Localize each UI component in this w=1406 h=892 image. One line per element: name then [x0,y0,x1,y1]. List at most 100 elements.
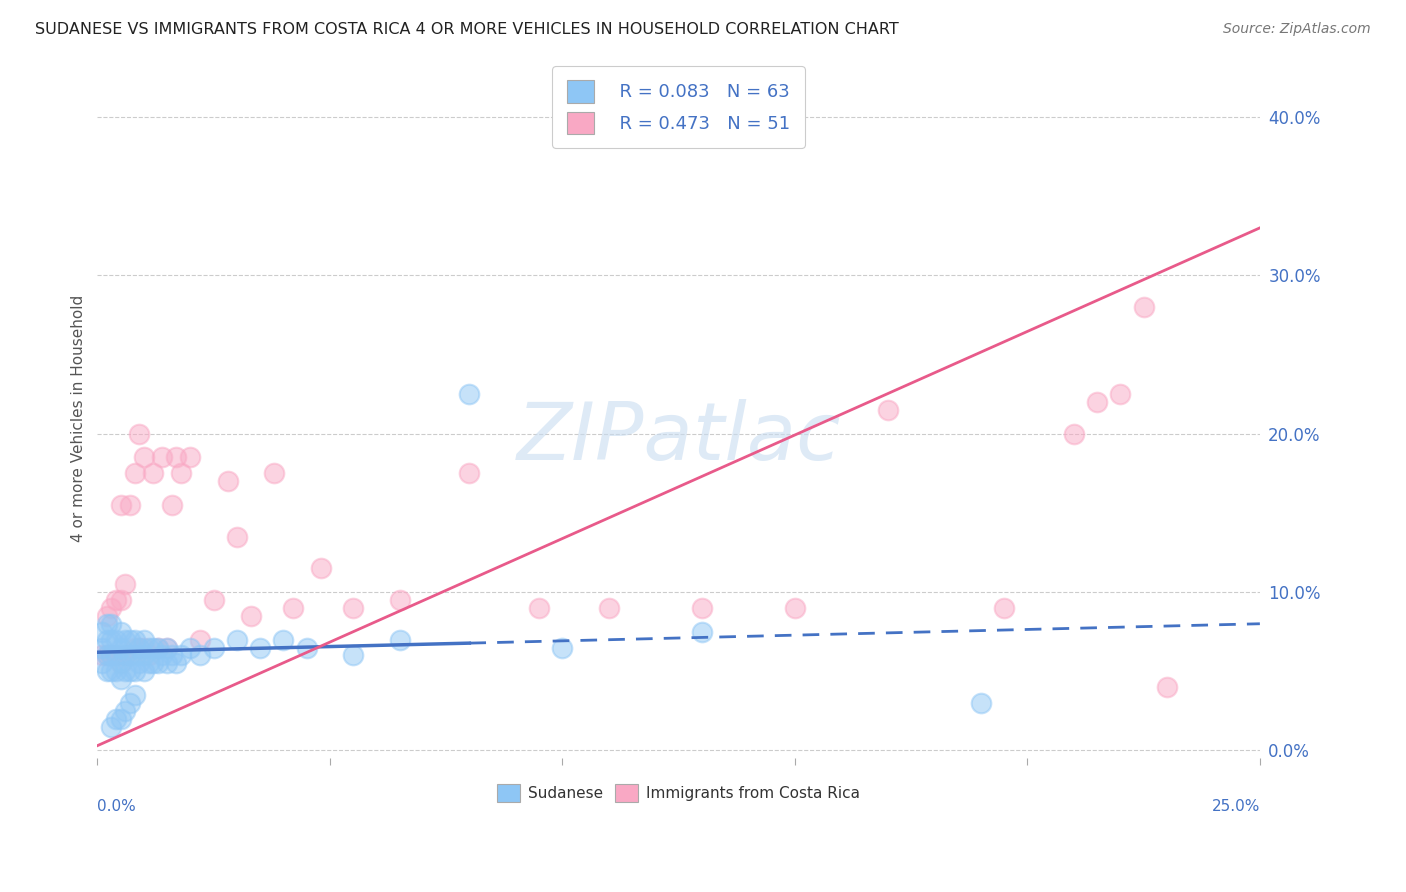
Point [142,640,165,655]
Point [146,640,169,655]
Point [96,648,118,663]
Point [458,467,481,481]
Point [458,387,481,401]
Point [551,640,574,655]
Point [124,648,146,663]
Point [165,657,187,671]
Point [527,601,550,615]
Point [114,577,136,591]
Point [239,608,262,623]
Point [118,648,141,663]
Point [96,608,118,623]
Point [388,593,411,607]
Point [138,657,160,671]
Text: 0.0%: 0.0% [97,799,136,814]
Point [1109,387,1132,401]
Point [188,648,211,663]
Point [690,601,713,615]
Point [118,696,141,710]
Point [132,450,155,465]
Point [114,632,136,647]
Text: Source: ZipAtlas.com: Source: ZipAtlas.com [1223,22,1371,37]
Point [281,601,304,615]
Point [110,712,132,726]
Point [128,657,150,671]
Point [96,616,118,631]
Point [104,648,127,663]
Point [179,640,201,655]
Point [110,657,132,671]
Point [970,696,993,710]
Point [91,640,114,655]
Text: 25.0%: 25.0% [1212,799,1260,814]
Point [110,593,132,607]
Point [295,640,318,655]
Point [217,475,239,489]
Y-axis label: 4 or more Vehicles in Household: 4 or more Vehicles in Household [72,294,86,541]
Point [1132,300,1154,314]
Point [114,648,136,663]
Point [783,601,806,615]
Point [91,648,114,663]
Point [132,632,155,647]
Point [179,450,201,465]
Point [100,720,122,734]
Point [110,498,132,512]
Point [100,632,122,647]
Point [225,632,247,647]
Point [91,624,114,639]
Point [249,640,271,655]
Point [96,648,118,663]
Point [110,640,132,655]
Point [142,657,165,671]
Point [124,632,146,647]
Point [100,648,122,663]
Point [225,530,247,544]
Point [138,640,160,655]
Point [138,648,160,663]
Text: SUDANESE VS IMMIGRANTS FROM COSTA RICA 4 OR MORE VEHICLES IN HOUSEHOLD CORRELATI: SUDANESE VS IMMIGRANTS FROM COSTA RICA 4… [35,22,898,37]
Point [104,648,127,663]
Point [110,672,132,686]
Point [124,640,146,655]
Point [690,624,713,639]
Point [876,403,898,417]
Point [100,665,122,679]
Point [124,665,146,679]
Point [156,640,179,655]
Point [118,648,141,663]
Point [124,688,146,702]
Point [110,657,132,671]
Point [128,640,150,655]
Point [110,624,132,639]
Point [273,632,295,647]
Point [118,498,141,512]
Point [309,561,332,575]
Point [104,712,127,726]
Point [104,632,127,647]
Point [156,640,179,655]
Point [118,665,141,679]
Point [128,640,150,655]
Point [263,467,285,481]
Point [114,665,136,679]
Point [96,632,118,647]
Point [598,601,620,615]
Point [152,648,174,663]
Point [91,657,114,671]
Point [202,593,225,607]
Point [1085,395,1108,409]
Point [388,632,411,647]
Point [160,498,183,512]
Point [156,657,179,671]
Point [124,467,146,481]
Text: ZIPatlас: ZIPatlас [516,400,841,477]
Point [993,601,1015,615]
Point [118,632,141,647]
Point [165,450,187,465]
Point [146,657,169,671]
Point [132,648,155,663]
Point [114,704,136,718]
Point [104,665,127,679]
Point [152,450,174,465]
